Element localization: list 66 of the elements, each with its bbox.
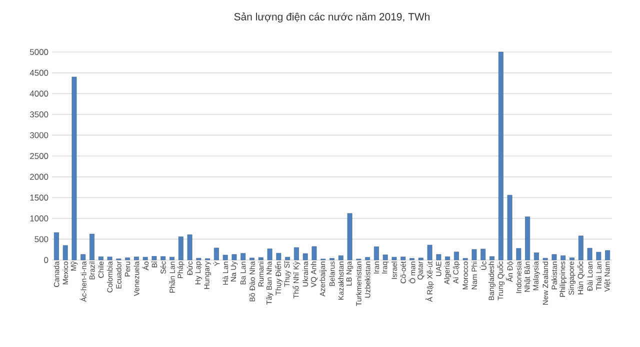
- y-tick-label: 5000: [30, 49, 48, 55]
- bar: [62, 245, 68, 260]
- bar: [285, 256, 290, 260]
- bar: [250, 258, 254, 260]
- bar: [507, 194, 512, 260]
- bar: [498, 52, 504, 260]
- bar: [312, 246, 317, 260]
- bar: [302, 253, 308, 260]
- bar: [560, 255, 566, 260]
- bar: [178, 236, 184, 260]
- bar: [54, 232, 59, 260]
- bar: [516, 248, 522, 260]
- bar: [400, 256, 406, 260]
- bar: [480, 248, 486, 260]
- bar: [382, 254, 388, 260]
- y-tick-label: 500: [34, 236, 48, 242]
- bar: [160, 256, 166, 260]
- bar: [338, 255, 344, 260]
- bar: [240, 253, 246, 260]
- bar: [187, 234, 192, 260]
- bar: [80, 254, 86, 260]
- bar: [427, 244, 432, 260]
- bar: [214, 248, 219, 260]
- bar: [72, 76, 77, 260]
- y-tick-label: 1500: [30, 194, 48, 201]
- bar: [570, 258, 574, 260]
- y-tick-label: 4500: [30, 70, 48, 76]
- bar: [125, 258, 130, 260]
- bar: [436, 254, 442, 260]
- chart-title: Sản lượng điện các nước năm 2019, TWh: [234, 12, 430, 22]
- bar: [347, 213, 352, 260]
- bar: [374, 246, 379, 260]
- y-tick-label: 1000: [30, 215, 48, 222]
- bar: [258, 257, 264, 260]
- bar: [454, 252, 459, 260]
- bar: [98, 256, 104, 260]
- bar: [552, 254, 557, 260]
- bar: [418, 258, 424, 260]
- y-tick-label: 2000: [30, 174, 48, 180]
- bar: [142, 256, 148, 260]
- bar: [365, 257, 370, 260]
- bar: [152, 256, 157, 260]
- bar: [472, 249, 477, 260]
- bar: [534, 252, 539, 260]
- bar: [596, 252, 602, 260]
- bar: [445, 256, 450, 260]
- bar: [525, 216, 530, 260]
- bar: [107, 256, 112, 260]
- y-tick-label: 0: [44, 257, 48, 263]
- bar: [392, 256, 397, 260]
- bar: [232, 254, 237, 260]
- bar: [90, 234, 94, 260]
- y-tick-label: 4000: [30, 90, 48, 97]
- y-tick-label: 3500: [30, 111, 48, 118]
- bar: [276, 252, 282, 260]
- bar: [170, 256, 174, 260]
- bar: [222, 254, 228, 260]
- bar: [267, 248, 272, 260]
- bar: [587, 248, 592, 260]
- bar: [134, 256, 139, 260]
- bar: [578, 236, 584, 260]
- bar: [490, 256, 494, 260]
- y-tick-label: 2500: [30, 153, 48, 159]
- bar: [294, 247, 299, 260]
- bar: [605, 250, 610, 260]
- y-tick-label: 3000: [30, 132, 48, 138]
